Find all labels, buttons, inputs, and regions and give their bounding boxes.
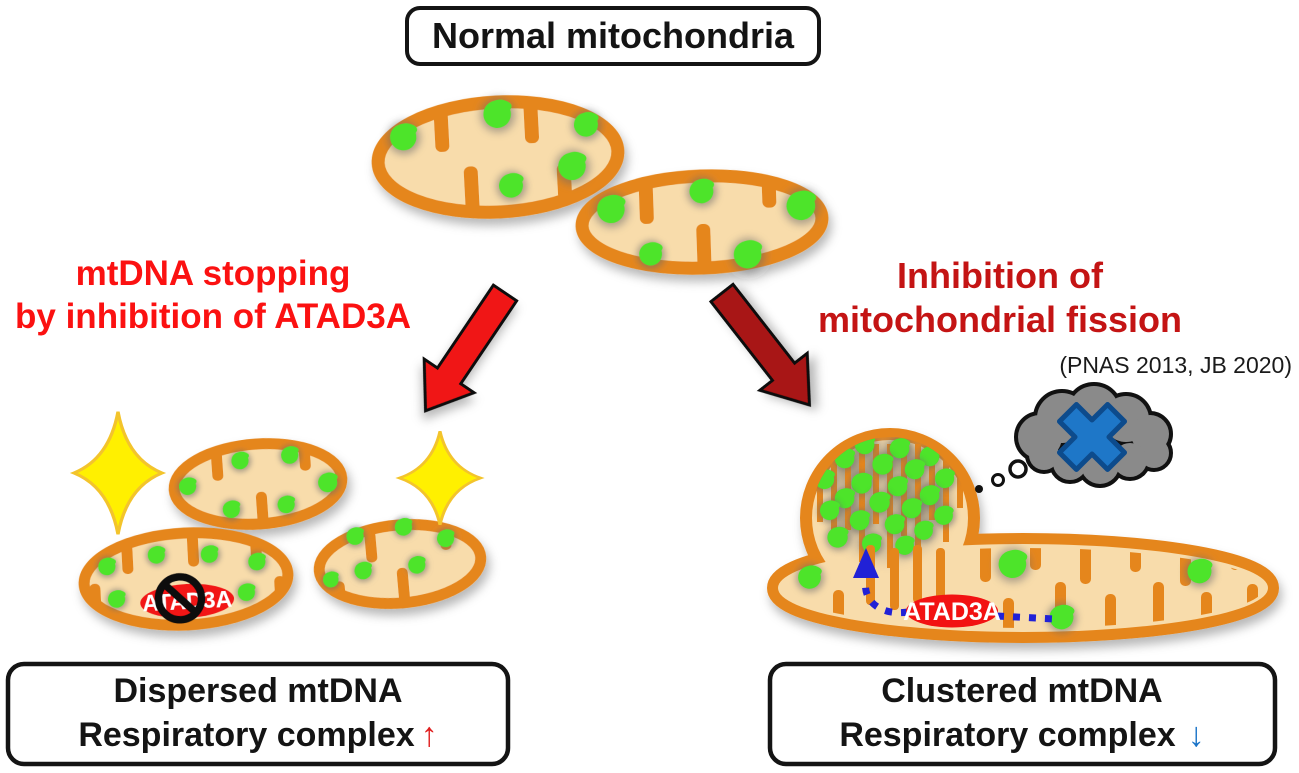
right-red-arrow-icon bbox=[696, 273, 835, 425]
dispersed-mitochondrion-left: ATAD3A bbox=[78, 527, 294, 631]
left-outcome-text: Respiratory complex bbox=[78, 716, 414, 754]
title-label: Normal mitochondria bbox=[432, 15, 795, 56]
blue-dotted-arrow bbox=[853, 548, 1056, 623]
left-red-arrow-icon bbox=[399, 274, 532, 429]
mtdna-nucleoid bbox=[912, 519, 935, 542]
dispersed-mitochondrion-right bbox=[313, 510, 487, 609]
blue-arrowhead-icon bbox=[853, 548, 879, 578]
mtdna-nucleoid bbox=[818, 499, 842, 523]
thought-cloud-icon bbox=[975, 382, 1173, 493]
right-outcome-text: Respiratory complex bbox=[839, 716, 1175, 754]
right-outcome-line2: Respiratory complex ↓ bbox=[839, 716, 1204, 754]
atad3a-label: ATAD3A bbox=[903, 598, 1001, 626]
right-outcome-line1: Clustered mtDNA bbox=[881, 672, 1162, 710]
title-box: Normal mitochondria bbox=[405, 6, 821, 66]
mtdna-nucleoid bbox=[870, 452, 896, 478]
left-outcome-box: Dispersed mtDNA Respiratory complex ↑ bbox=[5, 661, 511, 767]
right-cause-line1: Inhibition of bbox=[897, 255, 1104, 296]
prohibition-icon bbox=[154, 573, 206, 624]
mtdna-cluster bbox=[813, 433, 963, 568]
down-arrow-icon: ↓ bbox=[1188, 716, 1205, 754]
mtdna-nucleoid bbox=[1185, 557, 1215, 587]
mtdna-nucleoid bbox=[883, 513, 908, 538]
left-cause-line2: by inhibition of ATAD3A bbox=[15, 297, 411, 336]
right-outcome-box: Clustered mtDNA Respiratory complex ↓ bbox=[767, 661, 1278, 767]
up-arrow-icon: ↑ bbox=[421, 716, 438, 754]
left-cause-line1: mtDNA stopping bbox=[76, 254, 351, 293]
sparkle-icon bbox=[397, 429, 483, 527]
mtdna-nucleoid bbox=[825, 525, 851, 551]
mtdna-nucleoid bbox=[867, 490, 893, 516]
left-outcome-line2: Respiratory complex ↑ bbox=[78, 716, 437, 754]
mtdna-nucleoid bbox=[932, 504, 955, 527]
dispersed-mitochondrion-top bbox=[168, 438, 348, 530]
normal-mitochondrion-2 bbox=[575, 169, 829, 275]
mtdna-nucleoid bbox=[796, 564, 825, 593]
right-cause-line2: mitochondrial fission bbox=[818, 299, 1182, 340]
atad3a-badge-right: ATAD3A bbox=[903, 594, 1001, 628]
mtdna-nucleoid bbox=[848, 509, 873, 534]
blocked-x-icon bbox=[1056, 401, 1128, 473]
sparkle-icon bbox=[72, 410, 164, 536]
mtdna-nucleoid bbox=[996, 548, 1031, 583]
normal-mitochondrion-1 bbox=[371, 95, 625, 219]
left-outcome-line1: Dispersed mtDNA bbox=[113, 672, 402, 710]
citation-label: (PNAS 2013, JB 2020) bbox=[1059, 352, 1292, 378]
